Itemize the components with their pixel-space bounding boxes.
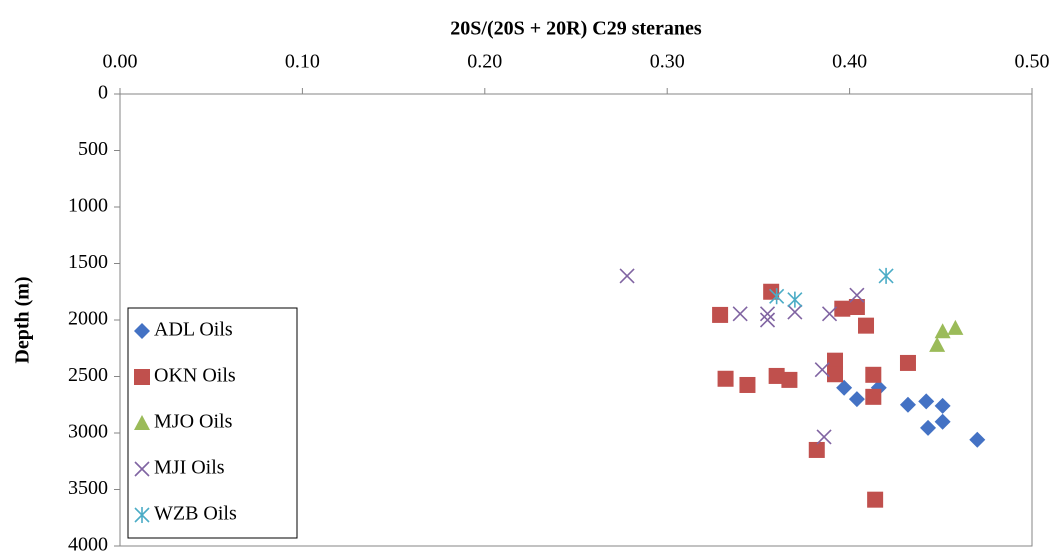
point [920, 419, 937, 436]
point [865, 388, 882, 405]
point [816, 429, 832, 445]
y-tick-label: 1500 [68, 251, 108, 273]
legend-label: WZB Oils [154, 503, 237, 525]
legend-marker [134, 415, 150, 430]
point [858, 317, 875, 334]
point [787, 291, 803, 308]
point [814, 362, 830, 378]
point [836, 379, 853, 396]
point [769, 288, 785, 305]
point [878, 267, 894, 284]
point [849, 287, 865, 303]
y-tick-label: 1000 [68, 195, 108, 217]
point [848, 391, 865, 408]
point [768, 367, 785, 384]
legend-marker [134, 323, 150, 339]
point [929, 336, 946, 352]
point [781, 371, 798, 388]
point [808, 441, 825, 458]
chart-title: 20S/(20S + 20R) C29 steranes [450, 18, 702, 40]
point [787, 304, 803, 320]
legend-label: MJI Oils [154, 457, 225, 479]
point [739, 376, 756, 393]
point [712, 306, 729, 323]
y-axis-label: Depth (m) [12, 276, 34, 363]
point [969, 431, 986, 448]
legend-label: OKN Oils [154, 365, 236, 387]
point [918, 393, 935, 410]
point [865, 366, 882, 383]
y-tick-label: 2000 [68, 308, 108, 330]
point [759, 312, 776, 328]
point [759, 306, 776, 322]
point [717, 370, 734, 387]
point [934, 413, 951, 430]
y-tick-label: 500 [78, 138, 108, 160]
x-tick-label: 0.40 [832, 51, 867, 73]
x-tick-label: 0.10 [285, 51, 320, 73]
point [934, 397, 951, 414]
point [827, 366, 844, 383]
point [848, 299, 865, 316]
y-tick-label: 0 [98, 82, 108, 104]
x-tick-label: 0.00 [103, 51, 138, 73]
legend-marker [134, 461, 150, 477]
point [947, 319, 964, 335]
point [619, 268, 635, 284]
legend-box [127, 307, 298, 539]
point [827, 352, 844, 369]
x-tick-label: 0.30 [650, 51, 685, 73]
point [867, 491, 884, 508]
y-tick-label: 3000 [68, 421, 108, 443]
point [834, 300, 851, 317]
y-tick-label: 2500 [68, 364, 108, 386]
legend-label: ADL Oils [154, 319, 233, 341]
legend-marker [134, 369, 150, 385]
x-tick-label: 0.50 [1015, 51, 1050, 73]
x-tick-label: 0.20 [467, 51, 502, 73]
y-tick-label: 4000 [68, 534, 108, 555]
y-tick-label: 3500 [68, 477, 108, 499]
point [899, 396, 916, 413]
point [732, 306, 748, 322]
point [934, 323, 951, 339]
legend-marker [134, 507, 150, 523]
point [899, 354, 916, 371]
legend-label: MJO Oils [154, 411, 233, 433]
point [821, 306, 838, 322]
